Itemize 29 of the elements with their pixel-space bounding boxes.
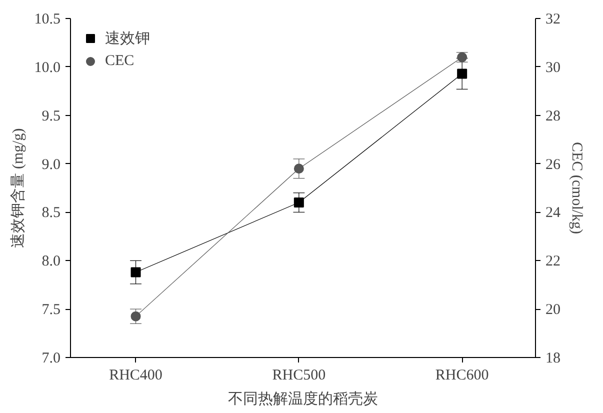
- y2-tick-label: 28: [546, 108, 560, 124]
- y-tick-label: 8.0: [42, 254, 60, 270]
- y2-tick-label: 32: [546, 12, 560, 28]
- legend-label: 速效钾: [105, 30, 150, 48]
- y-tick-label: 8.5: [42, 205, 60, 222]
- y2-tick-label: 22: [546, 254, 560, 270]
- point: [130, 311, 141, 322]
- y2-tick-label: 18: [546, 350, 560, 366]
- y-tick-label: 10.5: [34, 12, 60, 28]
- y2-tick-label: 30: [546, 60, 560, 76]
- y-tick-label: 10.0: [34, 60, 60, 76]
- y-tick-label: 7.0: [42, 350, 60, 366]
- point: [294, 198, 304, 208]
- x-tick-label: RHC600: [435, 368, 489, 384]
- y2-tick-label: 20: [546, 302, 560, 318]
- x-tick-label: RHC400: [109, 368, 162, 384]
- x-tick-label: RHC500: [272, 368, 326, 384]
- y-tick-label: 7.5: [42, 302, 60, 318]
- point: [457, 68, 468, 79]
- point: [294, 164, 304, 174]
- x-axis-title: 不同热解温度的稻壳炭: [228, 390, 378, 408]
- y2-axis-title: CEC (cmol/kg): [568, 142, 584, 234]
- legend-label: CEC: [105, 52, 134, 70]
- point: [130, 267, 141, 278]
- y2-tick-label: 26: [546, 156, 561, 173]
- y2-tick-label: 24: [546, 205, 561, 222]
- y-axis-title: 速效钾含量 (mg/g): [9, 128, 26, 248]
- y-tick-label: 9.0: [42, 156, 60, 173]
- y-tick-label: 9.5: [42, 108, 60, 124]
